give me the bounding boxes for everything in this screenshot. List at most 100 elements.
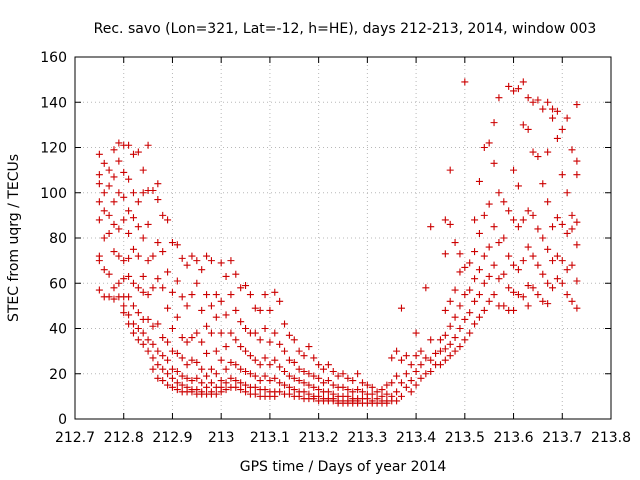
data-point [261,354,269,362]
data-point [451,239,459,247]
plot-frame [74,56,612,420]
data-point [95,286,103,294]
data-point [134,309,142,317]
data-point [514,223,522,231]
data-point [207,257,215,265]
data-point [212,370,220,378]
data-point [446,220,454,228]
data-point [120,309,128,317]
data-point [295,392,303,400]
data-point [315,374,323,382]
x-tick-label: 212.7 [55,430,95,446]
data-point [222,365,230,373]
data-point [227,257,235,265]
data-point [320,379,328,387]
data-point [212,390,220,398]
data-point [466,259,474,267]
data-point [203,383,211,391]
data-point [310,354,318,362]
data-point [159,352,167,360]
data-point [300,388,308,396]
data-point [183,374,191,382]
data-point [558,125,566,133]
data-point [154,320,162,328]
data-point [251,383,259,391]
data-point [129,279,137,287]
data-point [397,304,405,312]
data-point [266,306,274,314]
data-point [164,304,172,312]
data-point [402,383,410,391]
data-point [510,87,518,95]
data-point [266,361,274,369]
data-point [188,356,196,364]
data-point [393,372,401,380]
data-point [256,306,264,314]
data-point [129,150,137,158]
data-point [461,315,469,323]
data-point [134,284,142,292]
data-point [188,252,196,260]
data-point [168,288,176,296]
data-point [105,293,113,301]
data-point [441,331,449,339]
data-point [95,180,103,188]
data-point [164,216,172,224]
data-point [412,329,420,337]
data-point [475,229,483,237]
data-point [344,386,352,394]
data-point [246,352,254,360]
data-point [115,189,123,197]
data-point [232,270,240,278]
data-point [159,248,167,256]
data-point [553,214,561,222]
data-point [373,388,381,396]
data-point [159,211,167,219]
data-point [329,381,337,389]
data-point [490,291,498,299]
data-point [149,284,157,292]
data-point [573,101,581,109]
data-point [563,266,571,274]
data-point [553,275,561,283]
data-point [553,134,561,142]
data-point [290,374,298,382]
data-point [115,252,123,260]
data-point [227,374,235,382]
data-point [227,329,235,337]
y-tick-label: 160 [40,50,67,66]
data-point [188,377,196,385]
data-point [324,377,332,385]
data-point [422,370,430,378]
data-point [276,340,284,348]
data-point [207,379,215,387]
data-point [149,340,157,348]
data-points [95,78,581,407]
data-point [305,381,313,389]
data-point [539,234,547,242]
data-point [237,284,245,292]
data-point [446,297,454,305]
data-point [139,234,147,242]
data-point [129,302,137,310]
data-point [471,248,479,256]
y-tick-label: 0 [58,412,67,428]
data-point [139,166,147,174]
y-tick-label: 80 [49,231,67,247]
data-point [188,388,196,396]
data-point [266,377,274,385]
data-point [154,239,162,247]
data-point [519,78,527,86]
data-point [232,336,240,344]
data-point [129,214,137,222]
data-point [510,306,518,314]
data-point [203,252,211,260]
data-point [95,198,103,206]
data-point [217,377,225,385]
data-point [563,229,571,237]
data-point [261,325,269,332]
data-point [534,225,542,233]
data-point [242,367,250,375]
data-point [573,171,581,179]
data-point [251,390,259,398]
